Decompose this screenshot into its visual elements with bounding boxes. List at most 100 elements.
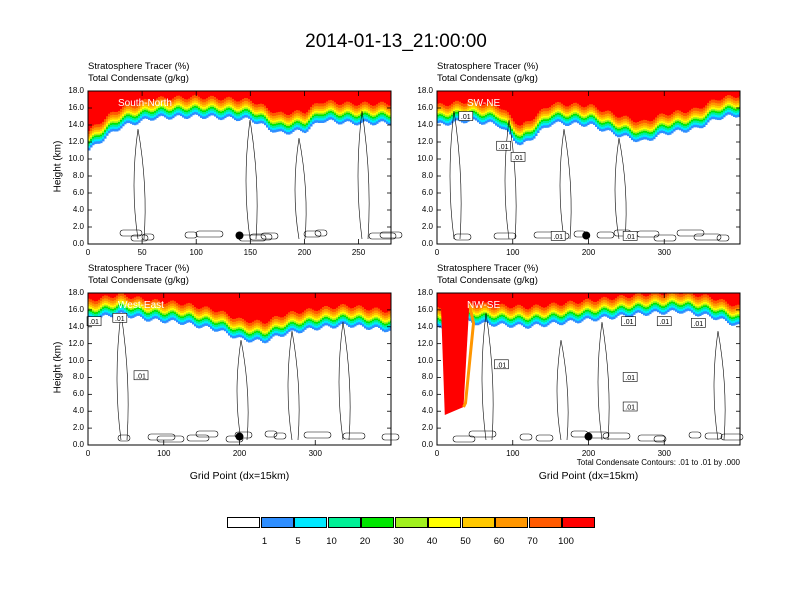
x-tick-label: 0 (85, 449, 91, 458)
condensate-contour (236, 339, 249, 441)
cross-section-label: SW-NE (467, 98, 500, 109)
plot-frame (87, 90, 392, 245)
condensate-contour (338, 321, 351, 441)
tracer-field (88, 91, 391, 151)
contour-label-box (494, 359, 509, 370)
condensate-contour (234, 431, 253, 439)
cross-section-label: West-East (118, 300, 164, 311)
condensate-contour (716, 234, 730, 242)
x-tick-label: 200 (232, 449, 247, 458)
x-tick-label: 100 (506, 449, 520, 458)
contour-label: .01 (625, 375, 635, 382)
condensate-contour (597, 321, 610, 441)
condensate-contour (342, 432, 366, 440)
y-tick-label: 16.0 (417, 304, 433, 314)
condensate-contours (119, 110, 403, 242)
x-tick-label: 0 (85, 248, 91, 257)
legend-label: 5 (295, 536, 301, 547)
x-tick-label: 50 (137, 248, 147, 257)
x-tick-label: 300 (308, 449, 322, 458)
y-tick-label: 10.0 (417, 355, 433, 365)
legend-swatch (361, 517, 394, 528)
y-tick-label: 2.0 (421, 222, 433, 231)
y-tick-label: 18.0 (68, 86, 84, 95)
contour-label: .01 (624, 319, 634, 326)
legend-swatch (562, 517, 595, 528)
contour-label-box (691, 318, 706, 328)
legend-label: 30 (393, 536, 404, 547)
condensate-contour (653, 435, 667, 443)
x-tick-label: 200 (297, 248, 312, 257)
legend-swatch (528, 517, 562, 528)
condensate-contour (596, 231, 615, 239)
contour-label-box (86, 316, 102, 327)
x-tick-label: 250 (351, 248, 366, 257)
condensate-contour (117, 434, 131, 442)
contour-label: .01 (693, 321, 703, 328)
panel-subtitle-tracer: Stratosphere Tracer (%) (88, 263, 190, 274)
contour-label: .01 (115, 316, 125, 323)
y-tick-label: 12.0 (417, 338, 433, 348)
y-tick-label: 0.0 (421, 239, 433, 248)
cross-section-label: NW-SE (467, 300, 500, 311)
condensate-contour (184, 231, 198, 239)
condensate-contour (287, 330, 300, 441)
contour-label: .01 (499, 144, 509, 151)
y-tick-label: 6.0 (72, 389, 84, 399)
contour-label-box (622, 401, 638, 412)
location-marker (584, 432, 593, 441)
x-tick-label: 300 (657, 449, 671, 458)
legend-label: 1 (261, 536, 268, 547)
condensate-contour (314, 229, 328, 237)
contour-label: .01 (625, 234, 635, 241)
condensate-contour (368, 232, 397, 240)
condensate-contour (637, 434, 666, 442)
x-tick-label: 300 (657, 248, 671, 257)
y-tick-label: 14.0 (417, 321, 433, 331)
condensate-contour (357, 110, 370, 240)
legend-label: 40 (426, 536, 438, 547)
y-tick-label: 0.0 (72, 440, 84, 449)
contour-label: .01 (497, 362, 507, 369)
y-tick-label: 4.0 (72, 205, 84, 214)
y-tick-label: 8.0 (72, 171, 84, 180)
y-tick-label: 10.0 (417, 154, 433, 163)
y-tick-label: 6.0 (421, 188, 433, 197)
condensate-contour (693, 233, 722, 241)
condensate-contours (452, 312, 744, 443)
contour-label: .01 (136, 373, 146, 380)
panel-subtitle-tracer: Stratosphere Tracer (%) (88, 61, 190, 72)
y-tick-label: 14.0 (68, 321, 84, 331)
condensate-contours (449, 110, 730, 242)
condensate-contour (119, 229, 143, 237)
x-axis-label: Grid Point (dx=15km) (189, 470, 290, 482)
y-tick-label: 14.0 (68, 120, 84, 129)
condensate-contour (676, 229, 705, 237)
condensate-contour (130, 234, 149, 242)
condensate-contour (688, 431, 702, 439)
y-tick-label: 4.0 (421, 406, 433, 416)
y-tick-label: 18.0 (68, 288, 84, 297)
condensate-contour (264, 430, 278, 438)
legend-label: 50 (460, 536, 471, 547)
condensate-contour (141, 233, 155, 241)
panel-subtitle-condensate: Total Condensate (g/kg) (437, 275, 538, 286)
y-tick-label: 4.0 (72, 406, 84, 416)
condensate-contour (602, 432, 631, 440)
legend-swatch (260, 517, 294, 528)
y-tick-label: 2.0 (72, 222, 84, 231)
condensate-contour (195, 430, 219, 438)
y-tick-label: 0.0 (421, 440, 433, 449)
contour-label: .01 (553, 234, 563, 241)
condensate-contour (519, 433, 533, 441)
condensate-contour (704, 432, 723, 440)
legend-label: 20 (359, 536, 371, 547)
legend-swatch (394, 517, 428, 528)
condensate-contour (449, 110, 462, 240)
contour-label-box (621, 316, 636, 327)
condensate-contour (225, 435, 244, 443)
legend-label: 70 (527, 536, 538, 547)
contour-label: .01 (89, 319, 99, 326)
